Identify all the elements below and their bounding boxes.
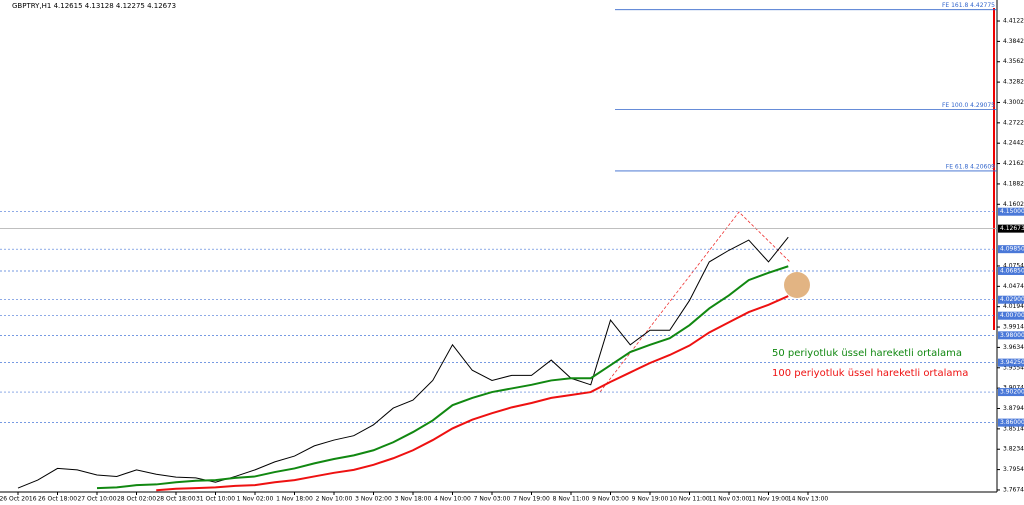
fibo-label: FE 161.8 4.42775 <box>942 2 995 9</box>
level-label: 4.06850 <box>1000 267 1024 274</box>
x-tick-label: 1 Nov 18:00 <box>276 496 313 503</box>
series-line <box>96 265 789 490</box>
x-tick-label: 26 Oct 18:00 <box>38 496 77 503</box>
x-tick-label: 31 Oct 10:00 <box>196 496 235 503</box>
x-tick-label: 26 Oct 2016 <box>0 496 37 503</box>
level-label: 4.15000 <box>1000 208 1024 215</box>
level-label-box <box>998 207 1024 216</box>
level-label: 4.00700 <box>1000 312 1024 319</box>
y-tick-label: 4.24420 <box>1003 140 1024 147</box>
y-tick-label: 4.07540 <box>1003 262 1024 269</box>
x-tick-label: 27 Oct 10:00 <box>77 496 116 503</box>
current-price-box <box>998 224 1024 233</box>
y-tick-label: 4.21620 <box>1003 160 1024 167</box>
y-tick-label: 4.27220 <box>1003 119 1024 126</box>
level-label-box <box>998 311 1024 320</box>
x-tick-label: 3 Nov 18:00 <box>395 496 432 503</box>
x-tick-label: 8 Nov 11:00 <box>553 496 590 503</box>
x-tick-label: 28 Oct 18:00 <box>156 496 195 503</box>
annotation-ema100: 100 periyotluk üssel hareketli ortalama <box>772 368 968 379</box>
y-tick-label: 4.18820 <box>1003 180 1024 187</box>
y-tick-label: 3.79540 <box>1003 466 1024 473</box>
series-line <box>156 295 789 492</box>
y-tick-label: 4.04740 <box>1003 283 1024 290</box>
x-tick-label: 2 Nov 10:00 <box>316 496 353 503</box>
highlight-circle <box>784 272 810 298</box>
x-tick-label: 11 Nov 19:00 <box>748 496 789 503</box>
series-line <box>17 236 789 489</box>
x-tick-label: 1 Nov 02:00 <box>237 496 274 503</box>
y-tick-label: 3.96340 <box>1003 344 1024 351</box>
fibo-expansion-lines <box>599 211 791 393</box>
y-tick-label: 4.35620 <box>1003 58 1024 65</box>
x-tick-label: 7 Nov 19:00 <box>513 496 550 503</box>
x-tick-label: 3 Nov 02:00 <box>355 496 392 503</box>
level-label: 3.94250 <box>1000 359 1024 366</box>
level-label-box <box>998 358 1024 367</box>
annotation-ema50: 50 periyotluk üssel hareketli ortalama <box>772 348 962 359</box>
y-tick-label: 3.82340 <box>1003 446 1024 453</box>
level-label: 4.02900 <box>1000 296 1024 303</box>
level-label-box <box>998 418 1024 427</box>
y-tick-label: 4.30020 <box>1003 99 1024 106</box>
y-tick-label: 3.76740 <box>1003 486 1024 493</box>
x-tick-label: 7 Nov 03:00 <box>474 496 511 503</box>
level-label-box <box>998 331 1024 340</box>
x-tick-label: 9 Nov 19:00 <box>632 496 669 503</box>
y-tick-label: 3.99140 <box>1003 324 1024 331</box>
y-tick-label: 4.16020 <box>1003 201 1024 208</box>
fibo-label: FE 61.8 4.20609 <box>946 163 995 170</box>
y-tick-label: 3.93540 <box>1003 364 1024 371</box>
x-tick-label: 11 Nov 03:00 <box>709 496 750 503</box>
level-label: 3.90200 <box>1000 389 1024 396</box>
fibo-label: FE 100.0 4.29075 <box>942 102 995 109</box>
y-tick-label: 3.87940 <box>1003 405 1024 412</box>
level-label-box <box>998 295 1024 304</box>
x-tick-label: 10 Nov 11:00 <box>669 496 710 503</box>
x-tick-label: 14 Nov 13:00 <box>788 496 829 503</box>
level-label-box <box>998 245 1024 254</box>
y-tick-label: 4.41220 <box>1003 18 1024 25</box>
level-label: 3.98000 <box>1000 332 1024 339</box>
y-tick-label: 4.32820 <box>1003 79 1024 86</box>
chart-title: GBPTRY,H1 4.12615 4.13128 4.12275 4.1267… <box>12 2 176 10</box>
level-label: 4.09850 <box>1000 246 1024 253</box>
level-label-box <box>998 266 1024 275</box>
x-tick-label: 28 Oct 02:00 <box>117 496 156 503</box>
level-label-box <box>998 388 1024 397</box>
x-tick-label: 9 Nov 03:00 <box>592 496 629 503</box>
current-price-label: 4.12673 <box>1000 225 1024 232</box>
level-label: 3.86000 <box>1000 419 1024 426</box>
y-tick-label: 3.85140 <box>1003 425 1024 432</box>
x-tick-label: 4 Nov 10:00 <box>434 496 471 503</box>
y-tick-label: 4.01940 <box>1003 303 1024 310</box>
y-tick-label: 4.38420 <box>1003 38 1024 45</box>
